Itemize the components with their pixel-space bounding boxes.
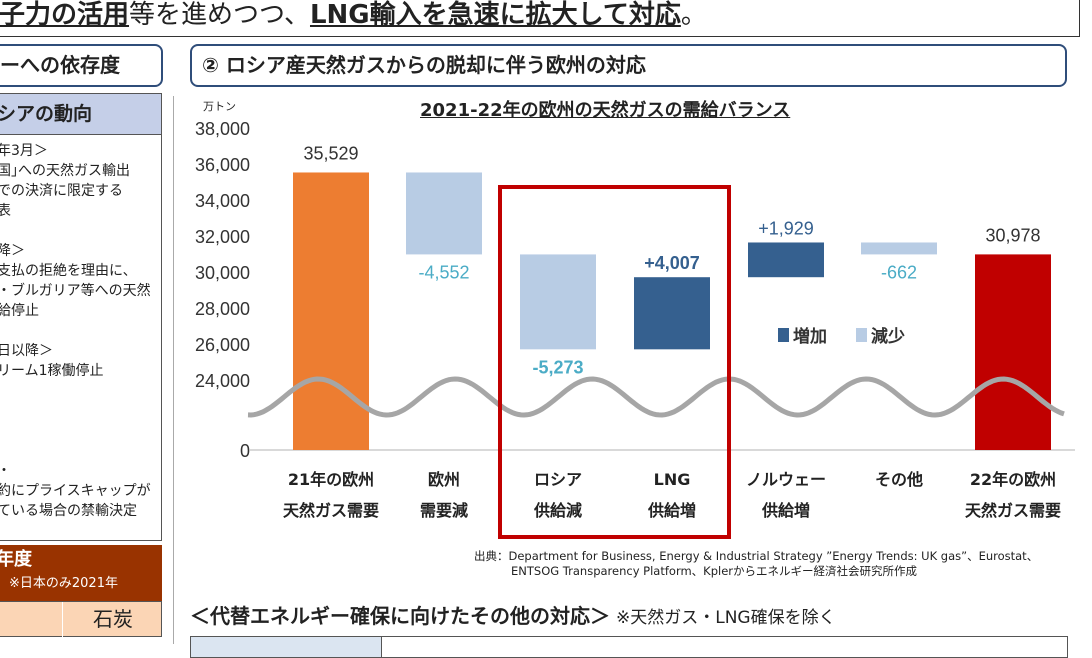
category-label: 需要減 (419, 501, 468, 520)
category-label: 欧州 (427, 470, 460, 489)
unit-label: 万トン (203, 100, 236, 113)
data-label: +4,007 (644, 253, 700, 273)
category-label: 供給増 (647, 501, 696, 520)
bar-decrease (406, 172, 482, 255)
panel-header: シアの動向 (0, 94, 161, 135)
category-label: その他 (874, 470, 923, 489)
panel-text-line: 支払の拒絶を理由に、 (0, 263, 137, 279)
category-label: ロシア (533, 470, 582, 489)
category-label: 供給減 (533, 501, 582, 520)
data-label: -662 (881, 262, 917, 282)
y-tick-label: 32,000 (195, 227, 250, 247)
category-label: ノルウェー (745, 470, 826, 489)
waterfall-chart: 38,000 36,000 34,000 32,000 30,000 28,000 26,0… (195, 119, 1075, 539)
bar-total (975, 254, 1051, 450)
source-line-2: ENTSOG Transparency Platform、Kplerからエネルギ… (511, 564, 918, 578)
table-row: 石炭 (0, 601, 162, 638)
y-tick-label: 24,000 (195, 371, 250, 391)
panel-text-line: での決済に限定する (0, 183, 123, 199)
panel-text-line: ・ブルガリア等への天然 (0, 283, 151, 299)
axis-break-wave (247, 376, 1065, 418)
bottom-table (190, 636, 1068, 658)
category-label: 22年の欧州 (969, 470, 1057, 489)
legend-label: 増加 (793, 326, 827, 347)
headline: 子力の活用等を進めつつ、LNG輸入を急速に拡大して対応。 (0, 0, 1080, 37)
panel-text-line: リーム1稼働停止 (0, 363, 104, 379)
bar-decrease (861, 242, 937, 255)
legend-swatch-decrease (856, 328, 867, 342)
panel-text-line: ている場合の禁輸決定 (0, 503, 137, 519)
legend-swatch-increase (778, 328, 789, 342)
data-label: -4,552 (418, 262, 469, 282)
left-section-tab: ーへの依存度 (0, 44, 163, 87)
chart-title: 2021-22年の欧州の天然ガスの需給バランス (420, 100, 791, 121)
category-label: LNG (653, 470, 691, 489)
dependency-header: 年度 ）※日本のみ2021年 (0, 545, 162, 601)
panel-text-line: 表 (0, 201, 161, 221)
category-label: 21年の欧州 (287, 470, 375, 489)
y-tick-label: 28,000 (195, 299, 250, 319)
highlight-box (498, 185, 731, 539)
data-label: 35,529 (303, 143, 358, 163)
bar-increase (634, 277, 710, 350)
bar-total (293, 172, 369, 450)
source-line-1: 出典：Department for Business, Energy & Ind… (474, 549, 1039, 563)
category-label: 供給増 (761, 501, 810, 520)
panel-text-line: 国｣への天然ガス輸出 (0, 163, 130, 179)
panel-text-line: 約にプライスキャップが (0, 483, 151, 499)
y-tick-label: 34,000 (195, 191, 250, 211)
y-tick-label: 30,000 (195, 263, 250, 283)
y-tick-label: 0 (240, 441, 250, 461)
russia-trends-panel: シアの動向 年3月＞ 国｣への天然ガス輸出での決済に限定する表降＞ 支払の拒絶を理由… (0, 93, 162, 541)
section-title: ② ロシア産天然ガスからの脱却に伴う欧州の対応 (190, 44, 1067, 87)
category-label: 天然ガス需要 (282, 501, 379, 520)
bar-decrease (520, 254, 596, 350)
panel-text-line: 年3月＞ (0, 143, 48, 159)
y-tick-label: 38,000 (195, 119, 250, 139)
y-tick-label: 36,000 (195, 155, 250, 175)
data-label: -5,273 (532, 357, 583, 377)
table-cell: 石炭 (93, 607, 133, 631)
panel-text-line: ・ (0, 461, 161, 481)
panel-text: 年3月＞ 国｣への天然ガス輸出での決済に限定する表降＞ 支払の拒絶を理由に、・ブルガ… (0, 135, 161, 521)
legend-label: 減少 (871, 326, 905, 347)
bar-increase (748, 242, 824, 278)
divider (173, 96, 174, 644)
data-label: 30,978 (985, 225, 1040, 245)
bottom-heading: ＜代替エネルギー確保に向けたその他の対応＞ ※天然ガス・LNG確保を除く (190, 604, 836, 628)
category-label: 天然ガス需要 (964, 501, 1061, 520)
panel-text-line: 日以降＞ (0, 343, 53, 359)
panel-text-line: 降＞ (0, 243, 25, 259)
data-label: +1,929 (758, 218, 814, 238)
panel-text-line: 給停止 (0, 303, 39, 319)
y-tick-label: 26,000 (195, 335, 250, 355)
